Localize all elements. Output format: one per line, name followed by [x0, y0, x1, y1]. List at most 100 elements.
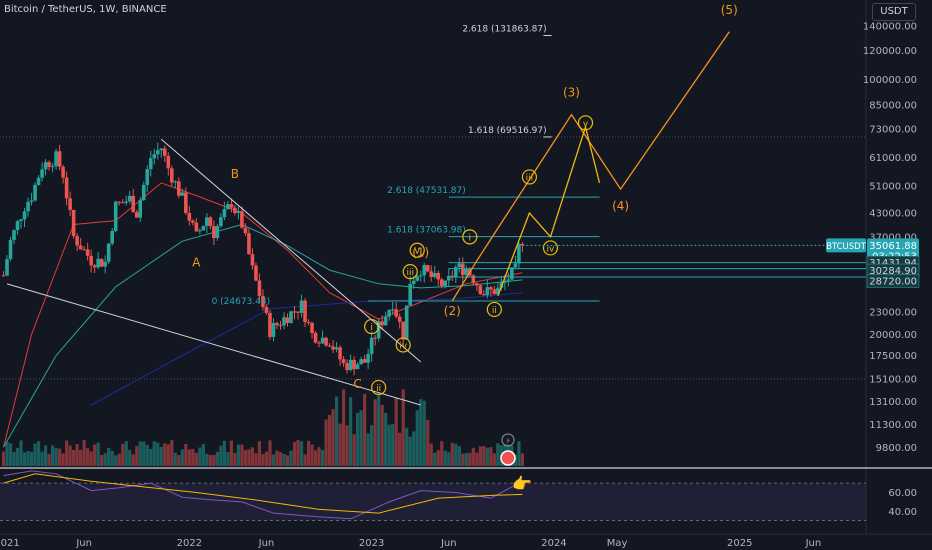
volume-bar [198, 447, 202, 466]
candle-body [492, 289, 497, 295]
candle-body [120, 202, 125, 204]
candle-body [404, 305, 409, 340]
candle-body [113, 201, 118, 232]
volume-bar [299, 441, 304, 466]
candle-body [282, 317, 286, 326]
time-tick-label: Jun [440, 538, 457, 549]
candle-body [19, 219, 23, 222]
volume-bar [520, 453, 525, 466]
candle-body [257, 280, 262, 296]
wave-label-circled: v [409, 242, 425, 258]
candle-body [271, 323, 276, 337]
candle-body [306, 322, 311, 324]
candle-body [26, 201, 30, 212]
time-tick-label: 2022 [177, 538, 202, 549]
volume-bar [208, 454, 212, 466]
candle-body [180, 192, 185, 196]
volume-bar [373, 399, 377, 466]
candle-body [212, 226, 216, 239]
candle-body [394, 309, 398, 317]
candle-body [106, 243, 111, 262]
volume-bar [61, 453, 65, 466]
volume-bar [163, 443, 167, 466]
candle-body [194, 222, 199, 232]
candle-body [506, 279, 511, 281]
volume-bar [205, 453, 209, 466]
wave-label-circle [395, 337, 411, 353]
volume-bar [426, 419, 430, 466]
candle-body [303, 300, 307, 323]
candle-body [264, 306, 269, 313]
candle-body [71, 209, 76, 237]
wave-label-circle [371, 379, 387, 396]
candle-body [22, 211, 27, 220]
volume-bar [310, 444, 314, 466]
candle-body [5, 259, 9, 276]
fib-level-label: 1.618 (37063.98) [387, 226, 466, 236]
volume-bar [33, 443, 37, 466]
volume-bar [363, 393, 367, 466]
candle-body [341, 359, 346, 364]
candle-body [359, 359, 363, 365]
volume-bar [68, 445, 72, 466]
candle-body [64, 177, 69, 199]
price-tick-label: 15100.00 [869, 374, 917, 385]
candle-body [334, 347, 339, 350]
volume-bar [349, 397, 353, 466]
volume-bar [135, 446, 139, 466]
currency-button[interactable]: USDT [872, 3, 916, 21]
candle-body [457, 263, 462, 268]
wave-label-circled: iv [542, 240, 559, 256]
wave-label-text: (1) [412, 246, 429, 260]
candle-body [169, 168, 174, 183]
volume-bar [89, 451, 93, 466]
candle-body [418, 275, 423, 277]
wave-label-circle [462, 229, 478, 245]
candle-body [131, 195, 136, 213]
candle-body [36, 177, 41, 185]
candle-body [215, 226, 220, 239]
candle-body [50, 166, 55, 168]
volume-bar [271, 454, 276, 466]
wave-label-circle [402, 264, 418, 280]
volume-bar [22, 452, 27, 466]
wave-label-circled: ii [371, 379, 387, 396]
volume-bar [289, 450, 293, 466]
candle-body [54, 151, 58, 167]
volume-bar [170, 440, 174, 466]
candle-body [33, 184, 37, 201]
price-tick-label: 23000.00 [869, 308, 917, 319]
volume-bar [29, 451, 34, 466]
wave-label-circled: iii [521, 169, 538, 185]
volume-bar [26, 451, 30, 466]
rsi-band [0, 483, 866, 521]
symbol-title[interactable]: Bitcoin / TetherUS, 1W, BINANCE [4, 4, 167, 15]
volume-bar [65, 440, 69, 466]
wave-label-circled: iv [395, 337, 411, 353]
wave-label-text: B [231, 167, 239, 181]
candle-body [127, 195, 132, 202]
volume-bar [191, 448, 195, 466]
volume-bar [254, 453, 258, 466]
candle-body [482, 294, 486, 296]
volume-bar [159, 446, 163, 466]
candle-body [408, 283, 413, 306]
wave-label-text: (3) [563, 86, 580, 100]
volume-bar [352, 434, 356, 466]
candle-body [152, 154, 157, 159]
candle-body [275, 323, 279, 326]
price-tick-label: 9800.00 [876, 443, 917, 454]
candle-body [278, 325, 283, 327]
volume-bar [257, 441, 262, 466]
volume-bar [215, 451, 219, 466]
volume-bar [275, 450, 279, 466]
volume-bar [47, 454, 51, 466]
wave-label-circled: ii [486, 301, 502, 318]
volume-bar [306, 440, 311, 466]
volume-bar [124, 441, 128, 466]
price-tick-label: 17500.00 [869, 351, 917, 362]
volume-bar [8, 443, 13, 466]
candle-body [261, 295, 265, 307]
volume-bar [447, 452, 451, 466]
